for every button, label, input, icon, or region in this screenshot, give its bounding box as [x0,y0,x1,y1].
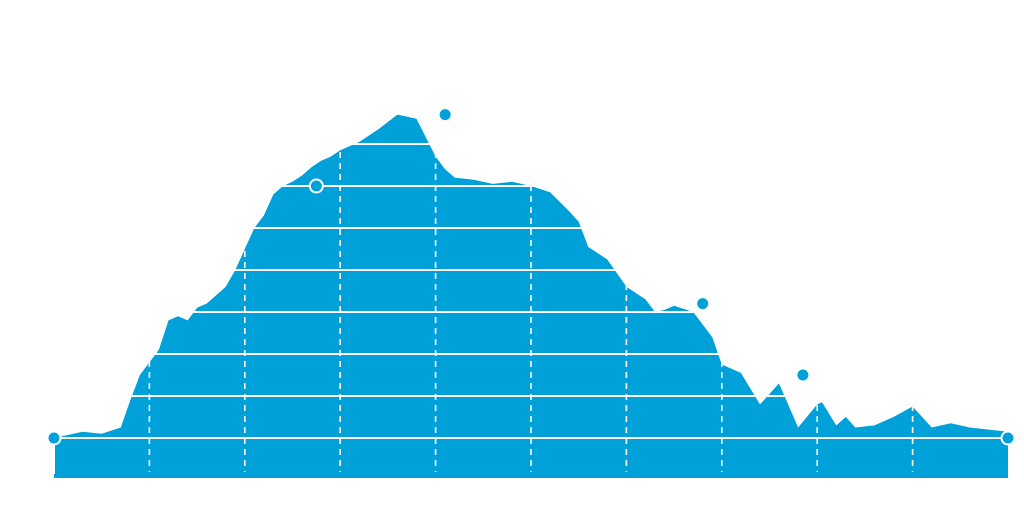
waypoint-marker [308,178,324,194]
waypoint-marker [795,367,811,383]
waypoint-marker [46,430,62,446]
waypoint-marker [1000,430,1016,446]
waypoint-marker [695,296,711,312]
marker-layer [46,107,1016,474]
waypoint-marker [437,107,453,123]
